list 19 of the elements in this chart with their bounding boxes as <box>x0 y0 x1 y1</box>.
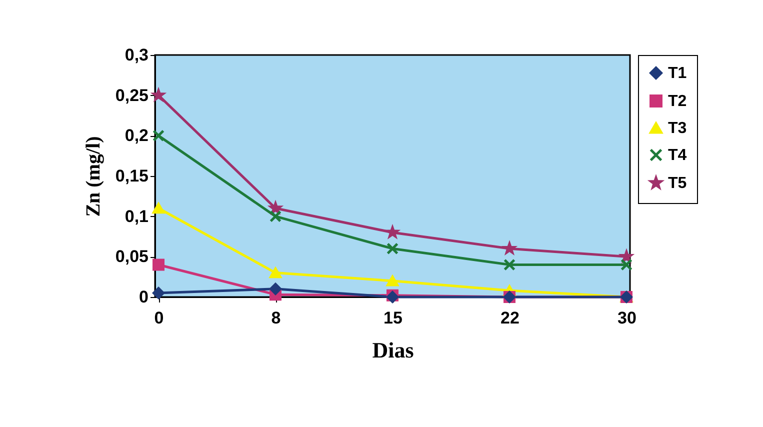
y-tick-label: 0,1 <box>124 206 148 226</box>
y-tick-label: 0 <box>139 288 148 306</box>
legend-label: T3 <box>668 120 687 137</box>
y-tick-label: 0,05 <box>115 247 148 266</box>
legend-label: T2 <box>668 93 687 110</box>
x-tick-label: 8 <box>271 308 281 328</box>
legend-label: T1 <box>668 65 687 82</box>
x-tick-label: 30 <box>618 308 636 328</box>
legend-label: T5 <box>668 175 687 192</box>
y-tick-label: 0,15 <box>115 166 148 186</box>
x-tick-label: 22 <box>500 308 520 328</box>
x-axis-title: Dias <box>372 338 414 362</box>
y-axis-title: Zn (mg/l) <box>82 136 104 217</box>
y-tick-label: 0,25 <box>115 86 148 105</box>
legend-label: T4 <box>668 147 687 164</box>
y-tick-label: 0,2 <box>124 126 148 146</box>
y-tick-label: 0,3 <box>124 46 148 64</box>
x-tick-label: 15 <box>384 308 402 328</box>
x-tick-label: 0 <box>154 308 164 328</box>
